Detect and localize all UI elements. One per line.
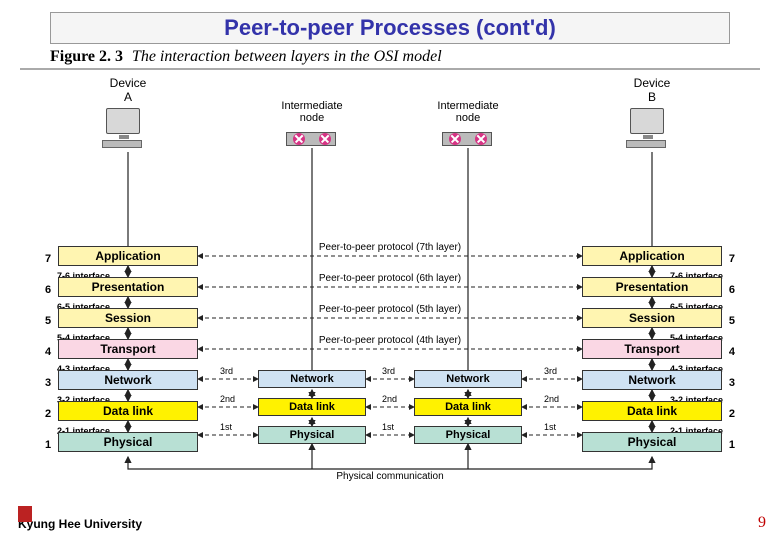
page-number: 9 — [758, 514, 766, 532]
layer-2-b: Data link22-1 interface — [582, 401, 722, 421]
footer-university: Kyung Hee University — [18, 516, 142, 530]
node-2-layer-3: Network — [414, 370, 522, 388]
node-1-icon — [286, 132, 336, 146]
slide-title: Peer-to-peer Processes (cont'd) — [51, 15, 729, 41]
p2p-label-5: Peer-to-peer protocol (5th layer) — [280, 304, 500, 315]
node-1-label: Intermediate node — [272, 100, 352, 124]
device-a-monitor-icon — [106, 108, 140, 134]
layer-7-a: Application77-6 interface — [58, 246, 198, 266]
node-1-layer-2: Data link — [258, 398, 366, 416]
physical-communication-label: Physical communication — [290, 471, 490, 482]
layer-4-b: Transport44-3 interface — [582, 339, 722, 359]
hop-1st-1: 1st — [382, 422, 394, 432]
layer-7-b: Application77-6 interface — [582, 246, 722, 266]
layer-5-a: Session55-4 interface — [58, 308, 198, 328]
node-1-layer-3: Network — [258, 370, 366, 388]
p2p-label-7: Peer-to-peer protocol (7th layer) — [280, 242, 500, 253]
layer-1-b: Physical1 — [582, 432, 722, 452]
p2p-label-4: Peer-to-peer protocol (4th layer) — [280, 335, 500, 346]
layer-5-b: Session55-4 interface — [582, 308, 722, 328]
hop-1st-2: 1st — [544, 422, 556, 432]
device-b-label: Device B — [617, 76, 687, 104]
nodestack-2: Network Data link Physical — [414, 370, 522, 454]
hop-2nd-0: 2nd — [220, 394, 235, 404]
divider — [20, 68, 760, 70]
p2p-label-6: Peer-to-peer protocol (6th layer) — [280, 273, 500, 284]
layer-2-a: Data link22-1 interface — [58, 401, 198, 421]
nodestack-1: Network Data link Physical — [258, 370, 366, 454]
node-2-layer-1: Physical — [414, 426, 522, 444]
figure-caption-line: Figure 2. 3 The interaction between laye… — [50, 48, 730, 66]
node-2-label: Intermediate node — [428, 100, 508, 124]
osi-diagram: Device A Device B Intermediate node Interme… — [10, 76, 770, 496]
device-b-monitor-icon — [630, 108, 664, 134]
layer-1-a: Physical1 — [58, 432, 198, 452]
slide-title-band: Peer-to-peer Processes (cont'd) — [50, 12, 730, 44]
hop-3rd-1: 3rd — [382, 366, 395, 376]
university-name: Kyung Hee University — [18, 518, 142, 530]
layer-3-b: Network33-2 interface — [582, 370, 722, 390]
layer-6-a: Presentation66-5 interface — [58, 277, 198, 297]
hop-1st-0: 1st — [220, 422, 232, 432]
device-b-keyboard-icon — [626, 140, 666, 148]
university-logo-icon — [18, 506, 32, 522]
node-2-layer-2: Data link — [414, 398, 522, 416]
device-a-label: Device A — [93, 76, 163, 104]
hop-2nd-2: 2nd — [544, 394, 559, 404]
hop-2nd-1: 2nd — [382, 394, 397, 404]
stack-a: Application77-6 interface Presentation66-… — [58, 246, 198, 463]
hop-3rd-2: 3rd — [544, 366, 557, 376]
stack-b: Application77-6 interface Presentation66-… — [582, 246, 722, 463]
hop-3rd-0: 3rd — [220, 366, 233, 376]
node-2-icon — [442, 132, 492, 146]
layer-6-b: Presentation66-5 interface — [582, 277, 722, 297]
device-a-keyboard-icon — [102, 140, 142, 148]
node-1-layer-1: Physical — [258, 426, 366, 444]
layer-3-a: Network33-2 interface — [58, 370, 198, 390]
figure-number: Figure 2. 3 — [50, 48, 123, 65]
layer-4-a: Transport44-3 interface — [58, 339, 198, 359]
figure-caption: The interaction between layers in the OS… — [132, 48, 442, 65]
